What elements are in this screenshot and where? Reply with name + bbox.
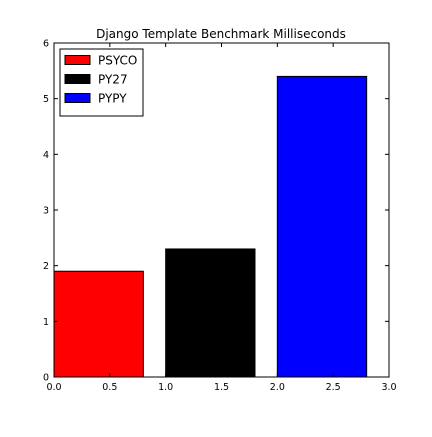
ticks-layer: 0.0 0.5 1.0 1.5 2.0 2.5 3.0 0 1 2 3 4 5 6 [43, 39, 397, 394]
y-tick-label: 2 [43, 261, 49, 272]
legend-swatch-psyco [64, 55, 91, 65]
plot-area-frame [53, 42, 390, 378]
x-tick-label: 0.5 [102, 382, 117, 393]
legend-label-py27: PY27 [98, 73, 128, 87]
x-tick-label: 0.0 [46, 382, 61, 393]
legend-swatch-py27 [64, 74, 91, 84]
x-tick-label: 3.0 [381, 382, 396, 393]
chart-title: Django Template Benchmark Milliseconds [96, 27, 346, 41]
y-tick-label: 5 [43, 94, 49, 105]
y-tick-label: 1 [43, 317, 49, 328]
legend-label-pypy: PYPY [98, 92, 127, 106]
bar-pypy [276, 75, 368, 378]
x-tick-label: 2.5 [326, 382, 341, 393]
x-tick-label: 1.5 [214, 382, 229, 393]
x-tick-label: 1.0 [158, 382, 173, 393]
legend: PSYCO PY27 PYPY [59, 48, 144, 117]
y-tick-label: 6 [43, 39, 49, 50]
y-tick-label: 0 [43, 373, 49, 384]
bar-psyco [53, 270, 144, 378]
y-tick-label: 4 [43, 150, 49, 161]
legend-swatch-pypy [64, 93, 91, 103]
x-tick-label: 2.0 [270, 382, 285, 393]
bars-layer [53, 75, 368, 378]
bar-py27 [165, 248, 256, 378]
legend-label-psyco: PSYCO [98, 54, 137, 68]
y-tick-label: 3 [43, 206, 49, 217]
